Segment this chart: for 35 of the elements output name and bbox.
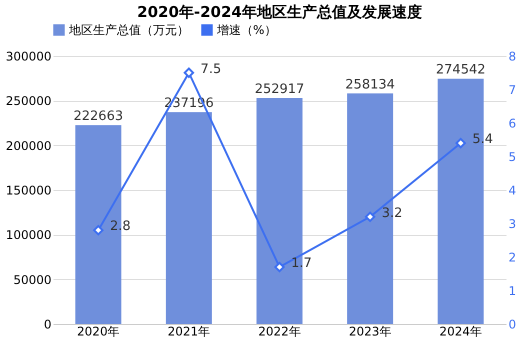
data-label: 222663 (73, 109, 124, 124)
bar (166, 112, 212, 324)
y-tick-label: 300000 (6, 50, 52, 64)
data-label: 7.5 (200, 62, 222, 77)
y2-tick-label: 7 (508, 83, 516, 97)
y2-tick-label: 8 (508, 50, 516, 64)
y-tick-label: 100000 (6, 228, 52, 242)
y-tick-label: 50000 (13, 272, 52, 287)
y2-tick-label: 1 (508, 284, 516, 298)
y2-tick-label: 4 (508, 184, 516, 198)
y2-tick-label: 3 (508, 217, 516, 231)
y-tick-label: 0 (44, 318, 52, 332)
y2-tick-label: 5 (508, 150, 516, 164)
point (364, 212, 376, 222)
x-tick-label: 2020年 (77, 324, 120, 338)
data-label: 258134 (345, 77, 395, 92)
x-tick-label: 2024年 (439, 324, 482, 338)
y2-tick-label: 2 (508, 250, 516, 264)
y-tick-label: 200000 (6, 138, 52, 153)
y-tick-label: 250000 (6, 94, 52, 108)
point (456, 138, 466, 148)
legend-label: 增速（%） (216, 23, 276, 37)
y2-tick-label: 0 (508, 318, 516, 332)
y-tick-label: 150000 (6, 184, 52, 198)
chart-title: 2020年-2024年地区生产总值及发展速度 (137, 3, 422, 21)
x-tick-label: 2021年 (168, 324, 210, 338)
point (93, 225, 104, 236)
data-label: 274542 (436, 62, 486, 78)
point (184, 68, 194, 78)
point (274, 262, 285, 272)
data-label: 252917 (254, 82, 304, 98)
x-tick-label: 2022年 (258, 324, 301, 338)
x-tick-label: 2023年 (348, 324, 392, 338)
y2-tick-label: 6 (508, 116, 516, 130)
legend-label: 地区生产总值（万元） (68, 23, 189, 37)
